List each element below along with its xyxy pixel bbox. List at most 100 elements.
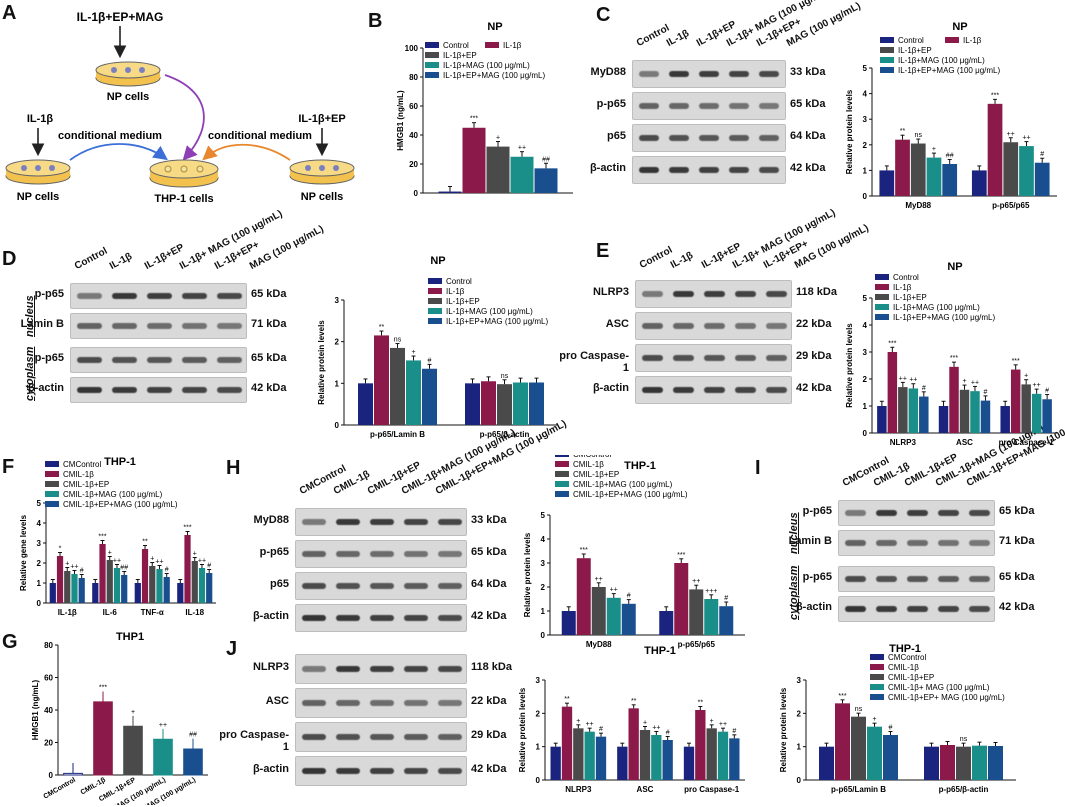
chart-title: THP-1 — [624, 460, 656, 472]
significance-label: + — [643, 720, 647, 727]
legend-label: IL-1β+MAG (100 μg/mL) — [446, 307, 533, 316]
legend-label: CMIL-1β — [573, 460, 604, 469]
blot-band — [639, 103, 659, 109]
legend-label: CMIL-1β+EP — [573, 470, 619, 479]
legend-swatch — [555, 461, 569, 467]
blot-panel-h: CMControl CMIL-1β CMIL-1β+EP CMIL-1β+MAG (1… — [225, 418, 569, 645]
blot-band — [112, 387, 137, 393]
bar — [561, 611, 576, 635]
blot-strip — [635, 280, 792, 308]
x-category-label: IL-1β — [58, 608, 77, 617]
legend-label: IL-1β+MAG (100 μg/mL) — [443, 61, 530, 70]
blot-band — [845, 576, 866, 582]
blot-band — [404, 551, 428, 557]
blot-band — [642, 355, 663, 361]
blot-band — [438, 583, 462, 589]
blot-protein-label: p-p65 — [259, 546, 289, 558]
chart-c: NP Relative protein levels 0 1 2 3 4 5 ** ns + ## My… — [845, 21, 1057, 210]
legend-label: Control — [898, 36, 924, 45]
dish-center — [149, 159, 219, 188]
bar — [1019, 146, 1034, 196]
significance-label: # — [80, 568, 84, 575]
chart-i: THP-1 Relative protein levels 0 1 2 3 *** ns + # p… — [779, 643, 1016, 794]
chart-title: THP-1 — [889, 643, 921, 655]
y-tick-label: 0 — [863, 192, 868, 201]
blot-band — [302, 768, 326, 774]
bar — [1003, 142, 1019, 196]
significance-label: *** — [950, 355, 958, 362]
blot-protein-label: β-actin — [27, 382, 64, 394]
blot-kda-label: 42 kDa — [251, 382, 287, 394]
bar — [674, 563, 689, 635]
bar — [879, 170, 895, 196]
blot-band — [845, 540, 866, 546]
bar — [639, 730, 651, 780]
label-center-cells: THP-1 cells — [154, 193, 213, 205]
blot-band — [370, 615, 394, 621]
significance-label: + — [411, 349, 415, 356]
blot-kda-label: 64 kDa — [471, 578, 507, 590]
legend-swatch — [45, 481, 59, 487]
legend-swatch — [425, 72, 439, 78]
blot-band — [729, 71, 749, 77]
legend-label: CMControl — [573, 455, 611, 459]
blot-band — [370, 768, 394, 774]
bar — [980, 400, 991, 433]
legend-swatch — [875, 314, 889, 320]
bar — [534, 168, 558, 193]
blot-kda-label: 29 kDa — [796, 350, 832, 362]
bar — [49, 583, 56, 603]
y-tick-label: 2 — [863, 375, 868, 384]
significance-label: # — [922, 385, 926, 392]
blot-band — [642, 291, 663, 297]
significance-label: ## — [120, 565, 128, 572]
bar — [942, 164, 958, 196]
legend-swatch — [875, 284, 889, 290]
legend-label: CMIL-1β+MAG (100 μg/mL) — [573, 480, 673, 489]
x-category-label: MyD88 — [905, 201, 931, 210]
blot-band — [438, 615, 462, 621]
blot-protein-label: MyD88 — [253, 514, 289, 526]
legend-label: IL-1β — [446, 287, 465, 296]
legend-swatch — [555, 455, 569, 457]
bar — [99, 544, 106, 603]
bar — [78, 578, 85, 603]
label-cm-right: conditional medium — [208, 130, 312, 142]
blot-band — [404, 700, 428, 706]
bar — [898, 387, 908, 433]
blot-protein-label: p65 — [607, 130, 626, 142]
legend-label: IL-1β+EP — [446, 297, 480, 306]
x-category-label: TNF-α — [141, 608, 164, 617]
lane-header: Control — [637, 244, 675, 271]
panel-letter-d: D — [2, 248, 17, 270]
blot-strip — [838, 530, 995, 556]
blot-strip — [295, 572, 467, 600]
y-tick-label: 4 — [863, 90, 868, 99]
blot-band — [876, 510, 897, 516]
blot-panel-c: Control IL-1β IL-1β+EP IL-1β+ MAG (100 μg/m… — [560, 0, 863, 200]
y-tick-label: 0 — [49, 771, 54, 780]
blot-kda-label: 42 kDa — [471, 610, 507, 622]
y-axis-label: Relative protein levels — [523, 532, 532, 617]
y-tick-label: 3 — [797, 676, 802, 685]
blot-band — [729, 103, 749, 109]
bar — [662, 740, 673, 780]
blot-band — [642, 323, 663, 329]
blot-band — [938, 510, 959, 516]
blot-band — [302, 734, 326, 740]
legend-swatch — [428, 318, 442, 324]
blot-band — [673, 387, 694, 393]
legend-swatch — [425, 62, 439, 68]
y-tick-label: 4 — [541, 535, 546, 544]
legend-swatch — [875, 294, 889, 300]
blot-panel-i: CMControl CMIL-1β CMIL-1β+EP CMIL-1β+MAG (1… — [780, 410, 1065, 642]
blot-band — [438, 551, 462, 557]
blot-protein-label: pro Caspase-1 — [219, 729, 289, 753]
blot-strip — [635, 376, 792, 404]
y-tick-label: 1 — [37, 579, 42, 588]
y-tick-label: 0 — [335, 421, 340, 430]
y-tick-label: 0 — [797, 776, 802, 785]
legend-swatch — [425, 42, 439, 48]
compartment-label: nucleus — [24, 295, 36, 337]
dish-right — [289, 159, 355, 185]
